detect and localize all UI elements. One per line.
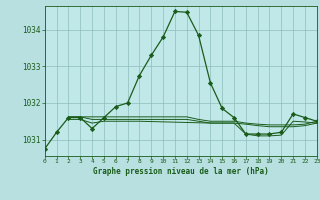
X-axis label: Graphe pression niveau de la mer (hPa): Graphe pression niveau de la mer (hPa) (93, 167, 269, 176)
